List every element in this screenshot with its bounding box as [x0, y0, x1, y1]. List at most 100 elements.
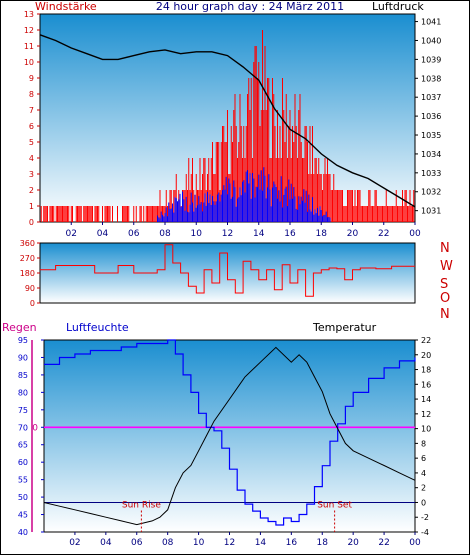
time-axis-top: 02 04 06 08 10 12 14 16 18 20 22 00	[66, 222, 421, 239]
humidity-tick-label: 90	[18, 353, 28, 362]
time-tick-label: 16	[286, 538, 298, 548]
time-tick-label: 20	[347, 538, 359, 548]
wind-tick-label: 0	[29, 218, 34, 227]
sun-markers: Sun Rise Sun Set	[122, 500, 352, 532]
wind-tick-label: 3	[29, 170, 34, 179]
temperature-axis: -4 -2 0 2 4 6 8 10 12 14 16 18 20 22	[415, 336, 431, 537]
temperature-tick-label: 22	[421, 336, 431, 345]
direction-tick-label: 90	[25, 284, 35, 293]
humidity-tick-label: 70	[18, 423, 28, 432]
time-tick-label: 00	[409, 538, 421, 548]
rain-title: Regen	[2, 321, 37, 334]
compass-n-bottom: N	[440, 307, 450, 322]
temperature-tick-label: 12	[421, 410, 431, 419]
wind-tick-label: 12	[24, 26, 34, 35]
direction-tick-label: 180	[20, 269, 35, 278]
humidity-tick-label: 75	[18, 406, 28, 415]
compass-n-top: N	[440, 241, 450, 256]
pressure-tick-label: 1040	[421, 36, 441, 45]
time-tick-label: 16	[284, 229, 296, 239]
humidity-title: Luftfeuchte	[66, 321, 129, 334]
wind-direction-line	[40, 244, 415, 297]
time-axis-bottom: 02 04 06 08 10 12 14 16 18 20 22 00	[69, 532, 421, 548]
temperature-tick-label: 16	[421, 380, 431, 389]
time-tick-label: 08	[159, 229, 171, 239]
time-tick-label: 12	[222, 229, 233, 239]
time-tick-label: 06	[131, 538, 143, 548]
wind-tick-label: 13	[24, 10, 34, 19]
time-tick-label: 20	[347, 229, 359, 239]
compass-labels: N W S O N	[440, 241, 453, 322]
temperature-tick-label: 2	[421, 484, 426, 493]
time-tick-label: 22	[378, 229, 389, 239]
sunrise-label: Sun Rise	[122, 500, 161, 510]
pressure-tick-label: 1041	[421, 18, 441, 27]
direction-tick-label: 270	[20, 254, 35, 263]
time-tick-label: 04	[97, 229, 109, 239]
wind-bars	[40, 30, 415, 222]
compass-s: S	[440, 277, 448, 292]
time-tick-label: 02	[69, 538, 80, 548]
humidity-tick-label: 40	[18, 528, 28, 537]
humidity-axis: 40 45 50 55 60 65 70 75 80 85 90 95	[18, 336, 44, 537]
humidity-tick-label: 50	[18, 493, 28, 502]
time-tick-label: 04	[100, 538, 112, 548]
pressure-tick-label: 1031	[421, 207, 441, 216]
time-tick-label: 12	[224, 538, 235, 548]
wind-tick-label: 9	[29, 74, 34, 83]
pressure-tick-label: 1034	[421, 150, 441, 159]
pressure-tick-label: 1036	[421, 112, 441, 121]
time-tick-label: 18	[317, 538, 329, 548]
pressure-tick-label: 1032	[421, 188, 441, 197]
time-tick-label: 06	[128, 229, 140, 239]
pressure-tick-label: 1037	[421, 93, 441, 102]
temperature-title: Temperatur	[312, 321, 377, 334]
temperature-tick-label: 18	[421, 366, 431, 375]
temperature-tick-label: 20	[421, 351, 431, 360]
temperature-tick-label: -2	[421, 513, 429, 522]
humidity-tick-label: 85	[18, 371, 28, 380]
humidity-tick-label: 45	[18, 511, 28, 520]
time-tick-label: 10	[191, 229, 203, 239]
wind-title: Windstärke	[35, 0, 97, 13]
pressure-tick-label: 1039	[421, 55, 441, 64]
wind-tick-label: 6	[29, 122, 34, 131]
time-tick-label: 02	[66, 229, 77, 239]
wind-tick-label: 1	[29, 202, 34, 211]
temperature-tick-label: 0	[421, 498, 426, 507]
pressure-tick-label: 1038	[421, 74, 441, 83]
pressure-tick-label: 1033	[421, 169, 441, 178]
temperature-tick-label: 6	[421, 454, 426, 463]
humidity-tick-label: 65	[18, 441, 28, 450]
time-tick-label: 22	[378, 538, 389, 548]
wind-tick-label: 2	[29, 186, 34, 195]
wind-tick-label: 5	[29, 138, 34, 147]
wind-tick-label: 8	[29, 90, 34, 99]
time-tick-label: 18	[316, 229, 328, 239]
temperature-tick-label: 14	[421, 395, 431, 404]
direction-axis: 0 90 180 270 360	[20, 239, 40, 308]
humidity-tick-label: 55	[18, 476, 28, 485]
pressure-tick-label: 1035	[421, 131, 441, 140]
compass-w: W	[440, 259, 453, 274]
humidity-tick-label: 60	[18, 458, 28, 467]
wind-tick-label: 10	[24, 58, 34, 67]
time-tick-label: 08	[162, 538, 174, 548]
sunset-label: Sun Set	[317, 500, 352, 510]
pressure-title: Luftdruck	[372, 0, 424, 13]
temperature-tick-label: 10	[421, 425, 431, 434]
direction-tick-label: 360	[20, 239, 35, 248]
humidity-tick-label: 80	[18, 388, 28, 397]
humidity-line	[44, 339, 416, 526]
time-tick-label: 14	[253, 229, 265, 239]
rain-zero-label: 0	[32, 423, 38, 433]
temperature-line	[43, 346, 416, 526]
time-tick-label: 00	[409, 229, 421, 239]
pressure-axis: 1031 1032 1033 1034 1035 1036 1037 1038 1039 1040…	[415, 18, 441, 216]
chart-title: 24 hour graph day : 24 März 2011	[156, 0, 344, 13]
wind-tick-label: 4	[29, 154, 34, 163]
temperature-tick-label: -4	[421, 528, 429, 537]
compass-o: O	[440, 291, 450, 306]
